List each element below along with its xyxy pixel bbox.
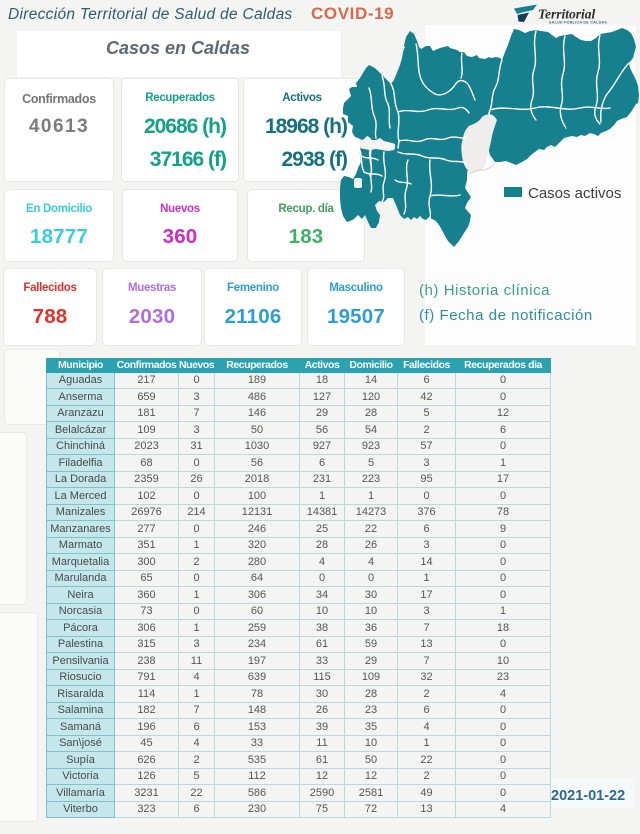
- svg-text:SALUD PÚBLICA DE CALDAS SIEMPR: SALUD PÚBLICA DE CALDAS SIEMPRE: [549, 20, 608, 25]
- svg-text:Casos activos: Casos activos: [528, 185, 621, 202]
- svg-text:Territorial: Territorial: [538, 7, 596, 22]
